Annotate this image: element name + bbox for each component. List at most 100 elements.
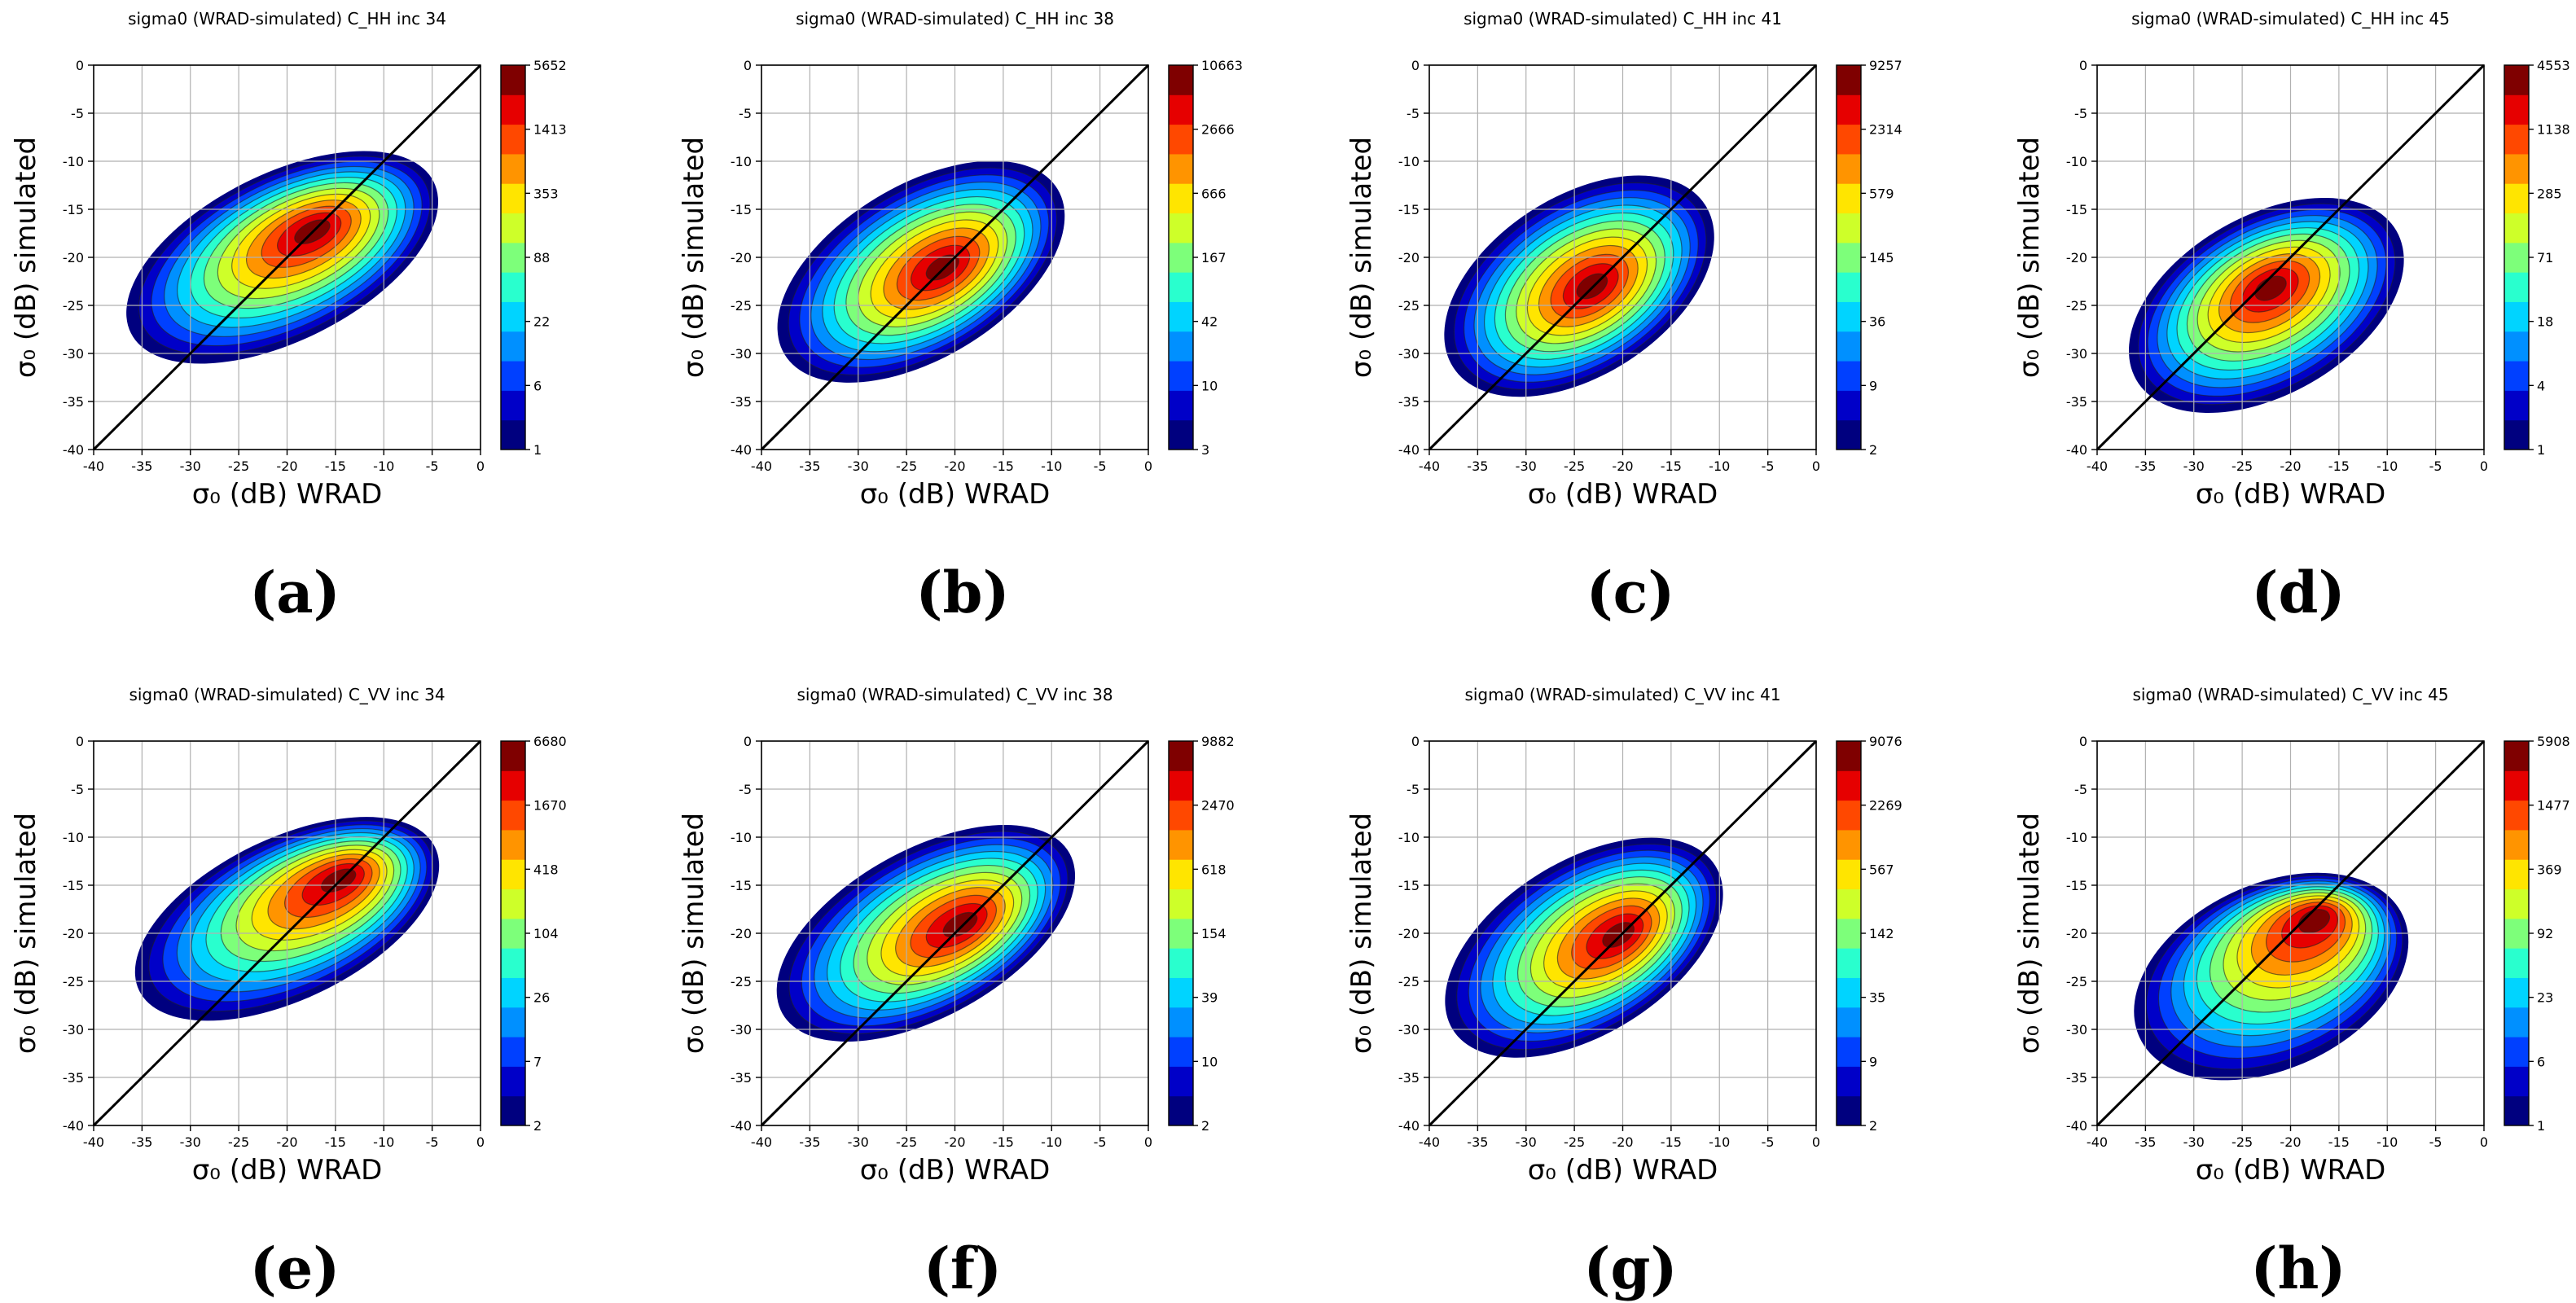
plot-title: sigma0 (WRAD-simulated) C_HH inc 34 — [128, 9, 446, 29]
colorbar-tick-label: 1670 — [533, 798, 567, 814]
y-axis-label: σ₀ (dB) simulated — [10, 813, 42, 1054]
colorbar-segment — [1169, 888, 1193, 919]
colorbar-tick-label: 9 — [1869, 1054, 1877, 1069]
colorbar-tick-label: 167 — [1201, 250, 1227, 265]
colorbar-tick-label: 22 — [533, 314, 550, 330]
x-tick-label: -5 — [1762, 1134, 1775, 1150]
colorbar-tick-label: 23 — [2537, 990, 2553, 1006]
colorbar-segment — [501, 829, 525, 860]
colorbar-segment — [1169, 213, 1193, 243]
colorbar-segment — [501, 183, 525, 214]
plot-title: sigma0 (WRAD-simulated) C_VV inc 38 — [796, 685, 1112, 704]
colorbar: 9882 2470 618 154 39 10 2 — [1168, 734, 1235, 1134]
y-tick-label: -40 — [2066, 1118, 2087, 1134]
colorbar-segment — [501, 419, 525, 450]
x-tick-label: -15 — [2328, 1134, 2350, 1150]
colorbar: 5908 1477 369 92 23 6 1 — [2504, 734, 2570, 1134]
y-tick-label: -20 — [1398, 926, 1420, 941]
x-tick-label: -30 — [848, 458, 869, 474]
colorbar-segment — [1169, 1007, 1193, 1038]
colorbar-segment — [2504, 361, 2529, 391]
x-tick-label: -25 — [896, 1134, 917, 1150]
colorbar-segment — [2504, 390, 2529, 421]
density-level-13 — [2254, 275, 2287, 301]
x-tick-label: -5 — [426, 1134, 439, 1150]
colorbar-tick-label: 2470 — [1201, 798, 1235, 814]
y-tick-label: -35 — [731, 1070, 752, 1086]
y-tick-label: -40 — [63, 442, 84, 458]
x-tick-label: -30 — [1516, 458, 1537, 474]
colorbar-segment — [2504, 918, 2529, 949]
colorbar-tick-label: 1138 — [2537, 122, 2570, 138]
y-tick-label: -5 — [739, 106, 752, 121]
colorbar-segment — [1169, 242, 1193, 273]
colorbar-tick-label: 2 — [1201, 1118, 1209, 1134]
x-tick-label: -10 — [373, 458, 394, 474]
y-tick-label: -40 — [63, 1118, 84, 1134]
x-tick-label: -35 — [799, 458, 820, 474]
colorbar-tick-label: 285 — [2537, 186, 2562, 201]
colorbar-segment — [501, 1095, 525, 1126]
x-tick-label: -40 — [751, 458, 772, 474]
colorbar-segment — [1837, 390, 1861, 421]
y-tick-label: -40 — [1398, 442, 1420, 458]
colorbar-segment — [501, 272, 525, 302]
x-axis-label: σ₀ (dB) WRAD — [860, 478, 1051, 511]
colorbar-segment — [2504, 301, 2529, 332]
panel-e: sigma0 (WRAD-simulated) C_VV inc 34 -40 -3… — [10, 685, 567, 1302]
x-tick-label: -5 — [2429, 1134, 2442, 1150]
x-axis-label: σ₀ (dB) WRAD — [192, 1154, 383, 1187]
y-tick-label: 0 — [1411, 734, 1420, 749]
y-tick-label: -15 — [731, 878, 752, 893]
y-tick-label: -30 — [2066, 346, 2087, 362]
y-tick-label: -30 — [63, 1022, 84, 1038]
x-tick-label: 0 — [1812, 1134, 1820, 1150]
colorbar-segment — [1169, 918, 1193, 949]
colorbar-segment — [1837, 888, 1861, 919]
colorbar-segment — [2504, 419, 2529, 450]
y-tick-label: -10 — [1398, 830, 1420, 845]
y-tick-label: -30 — [63, 346, 84, 362]
colorbar: 6680 1670 418 104 26 7 2 — [500, 734, 567, 1134]
x-tick-label: -25 — [1564, 458, 1585, 474]
colorbar-segment — [1169, 183, 1193, 214]
colorbar-segment — [501, 153, 525, 184]
colorbar-tick-label: 418 — [533, 862, 559, 877]
colorbar-segment — [1169, 94, 1193, 125]
x-tick-label: -35 — [131, 458, 152, 474]
colorbar-tick-label: 4 — [2537, 378, 2545, 393]
x-tick-label: -15 — [993, 458, 1014, 474]
x-tick-label: -40 — [83, 1134, 104, 1150]
plot-title: sigma0 (WRAD-simulated) C_HH inc 38 — [796, 9, 1114, 29]
colorbar-tick-label: 4553 — [2537, 58, 2570, 73]
colorbar-tick-label: 9076 — [1869, 734, 1902, 749]
x-tick-label: 0 — [1144, 1134, 1152, 1150]
x-tick-label: -35 — [1467, 458, 1488, 474]
y-tick-label: 0 — [744, 734, 752, 749]
x-tick-label: -40 — [2087, 458, 2108, 474]
y-tick-label: -15 — [731, 202, 752, 217]
colorbar-tick-label: 1413 — [533, 122, 567, 138]
colorbar-segment — [1837, 800, 1861, 831]
x-tick-label: -20 — [2280, 458, 2301, 474]
colorbar-segment — [2504, 153, 2529, 184]
colorbar-tick-label: 9882 — [1201, 734, 1235, 749]
x-tick-label: -5 — [426, 458, 439, 474]
plot-title: sigma0 (WRAD-simulated) C_VV inc 34 — [129, 685, 445, 704]
x-tick-label: -20 — [2280, 1134, 2301, 1150]
colorbar-tick-label: 18 — [2537, 314, 2553, 330]
x-tick-label: 0 — [2480, 1134, 2488, 1150]
y-tick-label: -20 — [63, 250, 84, 265]
panel-letter: (g) — [1583, 1235, 1677, 1302]
x-axis-label: σ₀ (dB) WRAD — [860, 1154, 1051, 1187]
x-tick-label: -35 — [799, 1134, 820, 1150]
colorbar: 9257 2314 579 145 36 9 2 — [1836, 58, 1902, 458]
colorbar-tick-label: 2666 — [1201, 122, 1235, 138]
y-tick-label: -10 — [63, 154, 84, 169]
x-tick-label: -30 — [180, 1134, 201, 1150]
x-tick-label: -15 — [1661, 458, 1682, 474]
colorbar-tick-label: 579 — [1869, 186, 1894, 201]
x-tick-label: -5 — [1762, 458, 1775, 474]
colorbar-tick-label: 154 — [1201, 926, 1227, 941]
